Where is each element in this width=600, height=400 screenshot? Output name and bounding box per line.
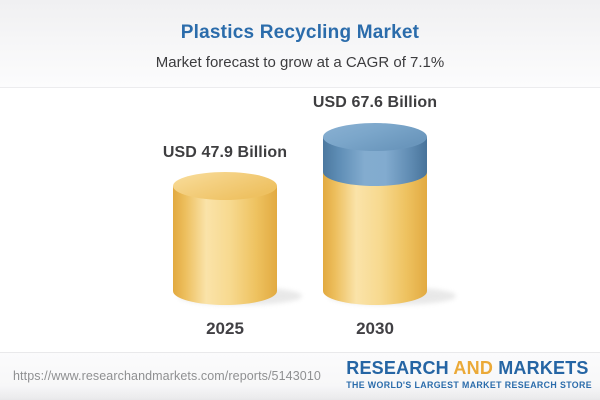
header: Plastics Recycling Market Market forecas… xyxy=(0,0,600,88)
chart-title: Plastics Recycling Market xyxy=(180,22,420,43)
logo-word-markets: MARKETS xyxy=(498,358,589,378)
logo-wordmark: RESEARCH AND MARKETS xyxy=(346,359,592,378)
bar-2030-cylinder xyxy=(323,123,427,305)
value-label-2030: USD 67.6 Billion xyxy=(312,94,438,111)
value-label-2025: USD 47.9 Billion xyxy=(162,144,288,161)
category-label-2025: 2025 xyxy=(206,319,244,338)
logo-word-research: RESEARCH xyxy=(346,358,449,378)
source-url: https://www.researchandmarkets.com/repor… xyxy=(13,369,321,383)
logo-word-and: AND xyxy=(453,358,494,378)
footer: https://www.researchandmarkets.com/repor… xyxy=(0,352,600,400)
logo-tagline: THE WORLD'S LARGEST MARKET RESEARCH STOR… xyxy=(346,379,592,390)
research-and-markets-logo: RESEARCH AND MARKETS THE WORLD'S LARGEST… xyxy=(346,359,592,390)
chart-subtitle: Market forecast to grow at a CAGR of 7.1… xyxy=(155,54,445,71)
bar-2025-cylinder xyxy=(173,172,277,305)
category-label-2030: 2030 xyxy=(356,319,394,338)
bar-2030-base-segment xyxy=(323,172,427,291)
